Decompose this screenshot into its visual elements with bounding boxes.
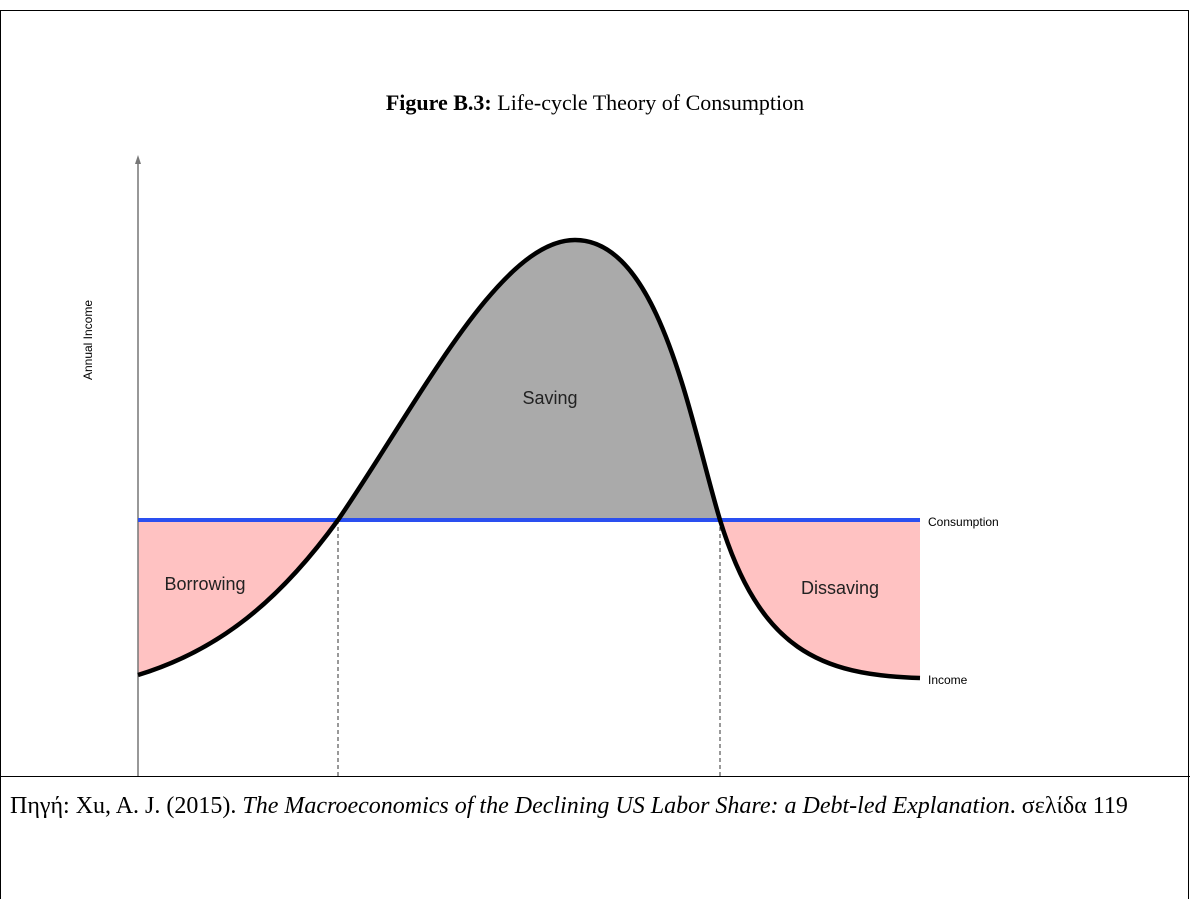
row-divider: [0, 776, 1190, 777]
title-text: Life-cycle Theory of Consumption: [497, 90, 804, 115]
caption-tail: . σελίδα 119: [1009, 793, 1128, 819]
caption-lead: Πηγή: Xu, A. J. (2015).: [10, 793, 243, 819]
income-curve: [137, 237, 921, 681]
title-prefix: Figure B.3:: [386, 90, 492, 115]
region-label: Saving: [522, 388, 577, 408]
axis-arrow: [135, 155, 141, 164]
figure: Figure B.3: Life-cycle Theory of Consump…: [81, 90, 999, 776]
line-label: Consumption: [928, 515, 999, 529]
line-label: Income: [928, 673, 968, 687]
dissaving-area: [720, 520, 920, 678]
table-frame: [0, 10, 1189, 899]
caption: Πηγή: Xu, A. J. (2015). The Macroeconomi…: [10, 784, 1180, 829]
caption-work: The Macroeconomics of the Declining US L…: [242, 793, 1010, 819]
figure-title: Figure B.3: Life-cycle Theory of Consump…: [386, 90, 804, 115]
borrowing-area: [138, 520, 338, 675]
saving-area: [338, 240, 720, 520]
region-label: Borrowing: [164, 574, 245, 594]
region-label: Dissaving: [801, 578, 879, 598]
y-axis-label: Annual Income: [81, 300, 95, 380]
